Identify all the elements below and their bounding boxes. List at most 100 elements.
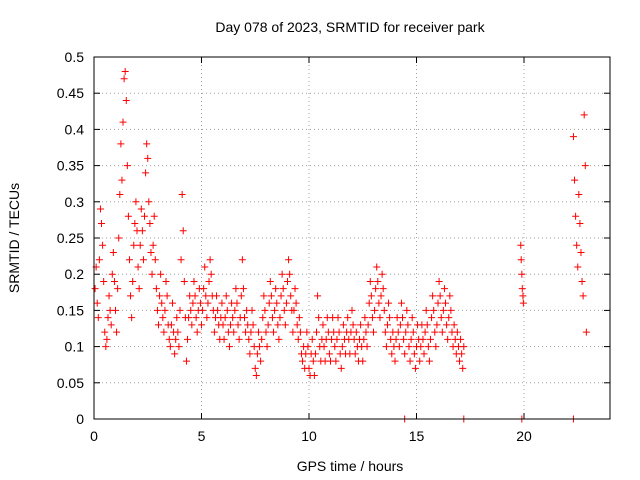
data-point: [399, 314, 407, 322]
data-point: [450, 321, 458, 329]
data-point: [349, 321, 357, 329]
data-point: [403, 306, 411, 314]
data-point: [119, 118, 127, 126]
data-point: [198, 321, 205, 329]
data-point: [310, 372, 318, 380]
y-tick-label: 0.05: [57, 375, 84, 391]
data-point: [151, 256, 159, 264]
data-point: [431, 328, 439, 336]
data-point: [421, 328, 429, 336]
data-point: [280, 306, 288, 314]
data-point: [201, 263, 209, 271]
data-point: [357, 321, 365, 329]
data-point: [404, 321, 412, 329]
data-point: [193, 328, 201, 336]
data-point: [348, 306, 356, 314]
data-point: [98, 220, 106, 228]
data-point: [406, 357, 414, 365]
data-point: [138, 227, 146, 235]
data-point: [221, 314, 229, 322]
data-point: [155, 321, 162, 329]
data-point: [139, 256, 147, 264]
y-tick-label: 0.5: [65, 49, 85, 65]
y-tick-label: 0.45: [57, 85, 84, 101]
data-point: [459, 364, 467, 372]
data-point: [121, 67, 129, 75]
data-point: [96, 205, 104, 213]
data-point: [433, 321, 441, 329]
data-point: [95, 256, 103, 264]
data-point: [368, 314, 376, 322]
data-point: [114, 285, 122, 293]
data-point: [363, 343, 371, 351]
data-point: [573, 241, 581, 249]
data-point: [115, 234, 123, 242]
data-point: [192, 314, 200, 322]
data-point: [230, 328, 238, 336]
data-point: [294, 335, 302, 343]
x-tick-label: 20: [516, 428, 532, 444]
data-point: [159, 314, 167, 322]
data-point: [579, 292, 587, 300]
y-tick-label: 0.15: [57, 302, 84, 318]
data-point: [110, 277, 118, 285]
data-point: [141, 212, 149, 220]
data-point: [143, 140, 151, 148]
data-point: [146, 220, 154, 228]
y-tick-label: 0.4: [65, 121, 85, 137]
data-point: [371, 306, 379, 314]
data-point: [232, 285, 240, 293]
data-point: [103, 335, 111, 343]
data-point: [113, 328, 121, 336]
data-point: [577, 248, 585, 256]
data-point: [423, 321, 431, 329]
data-point: [372, 285, 380, 293]
data-point: [409, 328, 417, 336]
data-point: [434, 299, 442, 307]
data-point: [378, 270, 386, 278]
data-point: [266, 277, 274, 285]
data-point: [130, 241, 138, 249]
data-point: [416, 357, 424, 365]
data-point: [373, 263, 381, 271]
data-point: [91, 285, 99, 293]
data-point: [430, 306, 438, 314]
data-point: [258, 335, 266, 343]
data-point: [419, 335, 427, 343]
data-point: [337, 364, 345, 372]
data-point: [248, 306, 256, 314]
data-point: [305, 364, 313, 372]
data-point: [176, 306, 184, 314]
data-point: [519, 299, 527, 307]
data-point: [458, 350, 466, 358]
data-point: [222, 292, 230, 300]
data-point: [128, 314, 136, 322]
data-point: [214, 306, 222, 314]
data-point: [156, 292, 164, 300]
data-point: [117, 140, 125, 148]
data-point: [184, 335, 192, 343]
data-point: [180, 277, 188, 285]
data-point: [581, 162, 589, 170]
data-point: [218, 299, 226, 307]
data-point: [411, 364, 419, 372]
data-point: [308, 335, 316, 343]
data-point: [290, 306, 298, 314]
data-point: [339, 321, 347, 329]
data-point: [188, 321, 196, 329]
data-point: [101, 328, 109, 336]
data-point: [438, 328, 446, 336]
data-point: [165, 335, 173, 343]
data-point: [168, 299, 176, 307]
data-point: [397, 299, 405, 307]
data-point: [261, 306, 269, 314]
data-point: [425, 357, 433, 365]
data-point: [257, 357, 265, 365]
data-point: [400, 335, 408, 343]
data-point: [109, 248, 117, 256]
data-point: [137, 205, 145, 213]
data-point: [241, 314, 248, 322]
y-tick-label: 0.1: [65, 339, 85, 355]
data-point: [225, 343, 233, 351]
data-point: [417, 343, 425, 351]
